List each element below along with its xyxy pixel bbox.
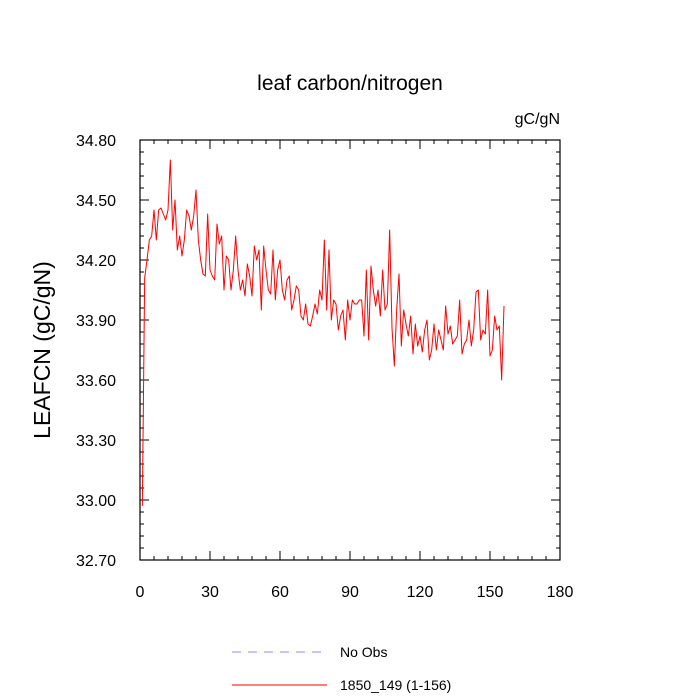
y-tick-label: 32.70	[76, 553, 116, 570]
y-tick-label: 33.90	[76, 313, 116, 330]
x-tick-label: 120	[407, 584, 434, 601]
legend-label-no-obs: No Obs	[340, 644, 387, 660]
y-tick-label: 34.20	[76, 253, 116, 270]
units-label: gC/gN	[515, 111, 560, 128]
y-tick-label: 34.50	[76, 193, 116, 210]
plot-frame	[139, 139, 561, 561]
minor-ticks	[140, 140, 560, 560]
legend: No Obs 1850_149 (1-156)	[232, 644, 451, 693]
x-tick-label: 60	[271, 584, 289, 601]
x-tick-label: 180	[547, 584, 574, 601]
y-tick-label: 33.60	[76, 373, 116, 390]
x-tick-label: 90	[341, 584, 359, 601]
x-tick-label: 150	[477, 584, 504, 601]
y-tick-label: 33.30	[76, 433, 116, 450]
tick-labels: 0 30 60 90 120 150 180 32.70 33.00 33.30 33.60 33.9…	[76, 133, 573, 601]
x-tick-label: 30	[201, 584, 219, 601]
y-tick-label: 34.80	[76, 133, 116, 150]
major-ticks	[139, 139, 561, 561]
x-tick-label: 0	[136, 584, 145, 601]
legend-label-series: 1850_149 (1-156)	[340, 677, 451, 693]
y-tick-label: 33.00	[76, 493, 116, 510]
chart-title: leaf carbon/nitrogen	[257, 72, 443, 95]
y-axis-label: LEAFCN (gC/gN)	[29, 261, 55, 439]
series-layer	[141, 159, 505, 507]
series-line	[141, 159, 505, 507]
